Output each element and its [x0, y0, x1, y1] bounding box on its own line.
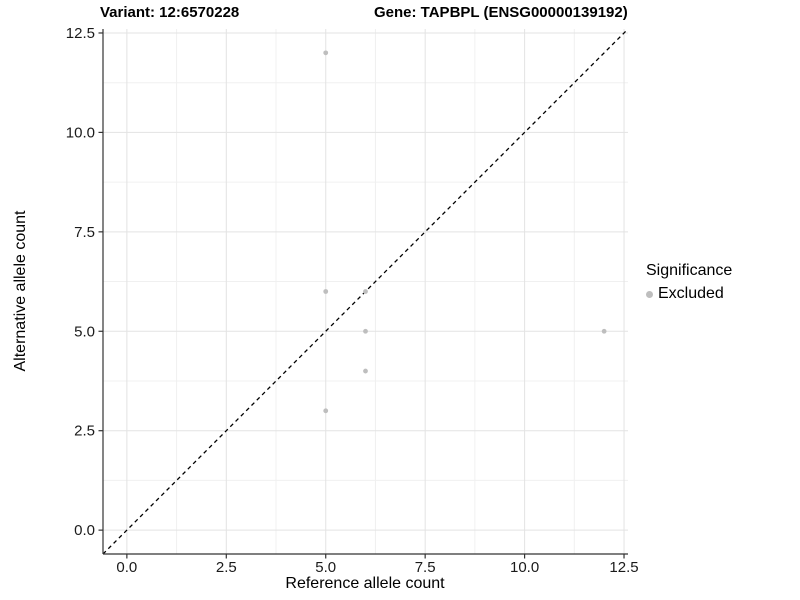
y-tick-label: 0.0 [74, 522, 95, 539]
data-point [363, 328, 368, 334]
variant-title: Variant: 12:6570228 [100, 4, 240, 21]
excluded-point-icon [646, 290, 653, 298]
y-tick-label: 2.5 [74, 423, 95, 440]
data-point [363, 289, 368, 294]
x-tick-label: 7.5 [415, 559, 436, 576]
x-tick-label: 0.0 [116, 559, 137, 576]
y-tick-label: 10.0 [66, 124, 95, 141]
legend-title: Significance [646, 262, 733, 279]
data-point [601, 328, 607, 334]
data-point [323, 289, 329, 294]
y-tick-label: 5.0 [74, 323, 95, 340]
y-tick-label: 12.5 [66, 25, 95, 42]
data-point [323, 50, 329, 56]
y-tick-label: 7.5 [74, 224, 95, 241]
legend: Significance Excluded [646, 262, 732, 303]
data-point [363, 368, 368, 374]
legend-item-label: Excluded [658, 285, 724, 302]
legend-item-excluded: Excluded [646, 285, 732, 303]
data-point [323, 408, 329, 414]
x-tick-label: 5.0 [315, 559, 336, 576]
gene-title: Gene: TAPBPL (ENSG00000139192) [374, 4, 628, 21]
y-axis-title: Alternative allele count [12, 210, 29, 372]
x-tick-label: 10.0 [510, 559, 539, 576]
x-tick-label: 2.5 [216, 559, 237, 576]
x-tick-label: 12.5 [609, 559, 638, 576]
x-axis-title: Reference allele count [285, 575, 445, 592]
